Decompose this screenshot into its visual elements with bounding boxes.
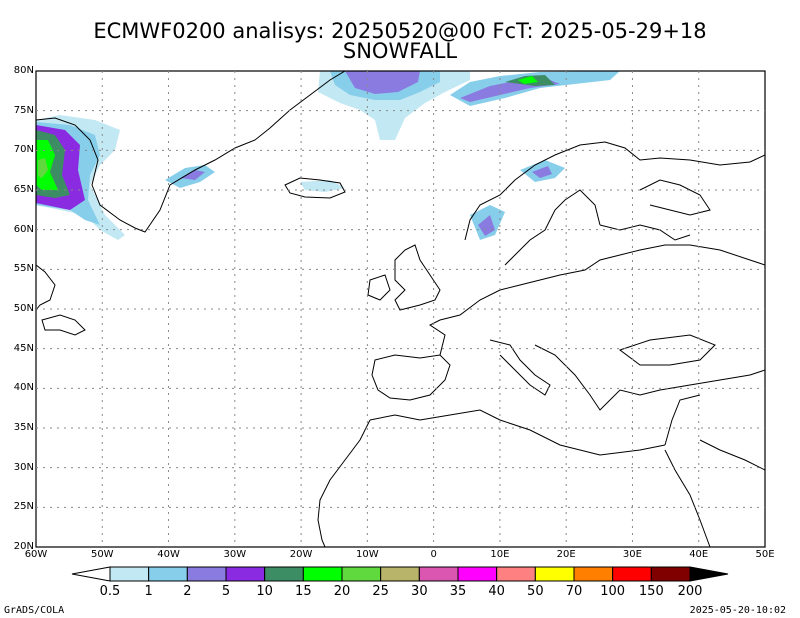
italy-coast: [489, 339, 551, 396]
lat-label: 65N: [13, 184, 34, 195]
africa-west-coast: [317, 419, 371, 547]
colorbar-swatch: [186, 566, 227, 582]
colorbar-swatch: [418, 566, 459, 582]
coastlines: [36, 71, 765, 547]
lat-label: 30N: [13, 461, 34, 473]
map-grid: [36, 71, 765, 547]
colorbar-label: 15: [295, 584, 312, 599]
colorbar-low-arrow: [71, 566, 111, 582]
colorbar-swatch: [650, 566, 691, 582]
lon-label: 50W: [90, 549, 114, 560]
lat-label: 75N: [13, 104, 34, 116]
lat-label: 55N: [13, 263, 34, 275]
colorbar-label: 20: [333, 584, 351, 599]
colorbar-swatch: [264, 566, 304, 582]
lat-label: 70N: [13, 144, 34, 156]
newfoundland-coast: [41, 314, 86, 336]
map-title: ECMWF0200 analisys: 20250520@00 FcT: 202…: [93, 19, 707, 43]
colorbar-swatch: [109, 566, 150, 582]
colorbar-swatch: [380, 566, 420, 582]
snow-area-iceland: [300, 180, 345, 192]
lat-label: 60N: [13, 223, 34, 235]
lon-label: 10W: [356, 549, 379, 560]
lat-label: 80N: [13, 65, 34, 76]
sweden-coast: [504, 189, 601, 266]
snow-area-barents-peak: [518, 76, 538, 84]
lon-label: 40W: [157, 549, 180, 560]
colorbar-label: 5: [221, 584, 231, 599]
colorbar-swatch: [457, 566, 498, 582]
lat-label: 45N: [13, 342, 34, 354]
lat-label: 40N: [13, 382, 34, 394]
colorbar-label: 50: [527, 584, 544, 599]
colorbar-swatch: [302, 566, 343, 582]
lon-label: 30E: [622, 549, 642, 560]
colorbar-swatch: [341, 566, 382, 582]
levant-coast: [664, 394, 701, 446]
ireland-coast: [367, 274, 391, 301]
lat-label: 20N: [13, 541, 34, 552]
snow-area-greenland-se-heavy: [180, 170, 205, 180]
colorbar-label: 0.5: [99, 584, 121, 599]
colorbar-label: 40: [488, 584, 505, 599]
colorbar-label: 200: [677, 584, 703, 599]
lon-label: 0: [430, 549, 437, 560]
lon-label: 40E: [689, 549, 709, 560]
arabia-coast: [699, 439, 765, 471]
colorbar-label: 35: [449, 584, 467, 599]
snow-area-barents-light: [450, 71, 620, 106]
colorbar-swatch: [612, 566, 652, 582]
colorbar-label: 1: [144, 584, 153, 599]
black-sea-coast: [618, 334, 716, 366]
colorbar-swatch: [225, 566, 266, 582]
colorbar-swatch: [496, 566, 536, 582]
lon-label: 20W: [289, 549, 313, 560]
snow-area-norway-heavy: [532, 166, 552, 178]
balkans-coast: [534, 344, 765, 411]
lon-label: 20E: [556, 549, 576, 560]
iceland-coast: [284, 177, 346, 199]
continent-coast: [439, 244, 765, 321]
snow-area-norway-south-heavy: [478, 215, 495, 236]
colorbar-label: 70: [565, 584, 583, 599]
lon-label: 60W: [24, 549, 48, 560]
labrador-coast: [36, 264, 56, 311]
colorbar-label: 25: [372, 584, 389, 599]
colorbar-label: 2: [183, 584, 192, 599]
colorbar-label: 150: [638, 584, 664, 599]
lat-label: 25N: [13, 501, 34, 513]
snowfall-shading: [36, 71, 620, 240]
colorbar-label: 10: [256, 584, 273, 599]
colorbar-swatch: [573, 566, 614, 582]
iberia-coast: [371, 354, 451, 401]
footer-timestamp: 2025-05-20-10:02: [689, 605, 786, 616]
lon-label: 10E: [490, 549, 510, 560]
britain-coast: [394, 244, 441, 311]
colorbar-swatch: [148, 566, 188, 582]
lat-label: 50N: [13, 303, 34, 314]
finland-coast: [599, 224, 691, 241]
snow-area-greenland-top: [38, 158, 48, 178]
norway-coast: [464, 141, 765, 241]
france-coast: [429, 319, 446, 356]
colorbar-swatch: [534, 566, 575, 582]
white-sea-coast: [639, 179, 711, 216]
lon-label: 30W: [223, 549, 247, 560]
red-sea-coast: [664, 449, 711, 547]
footer-software: GrADS/COLA: [4, 605, 65, 616]
map-subtitle: SNOWFALL: [342, 39, 458, 63]
snow-area-svalbard-heavy: [345, 71, 420, 94]
africa-coast: [369, 409, 666, 456]
colorbar: [71, 566, 729, 582]
greenland-coast: [36, 71, 346, 233]
colorbar-high-arrow: [689, 566, 729, 582]
lat-label: 35N: [13, 422, 34, 433]
lon-label: 50E: [755, 549, 775, 560]
colorbar-label: 100: [600, 584, 626, 599]
colorbar-label: 30: [411, 584, 428, 599]
